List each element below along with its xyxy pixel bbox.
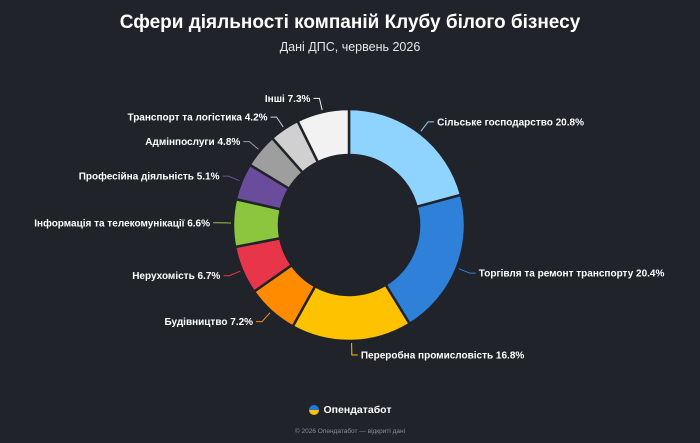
brand-name: Опендатабот [323,404,392,416]
slice-label-5: Інформація та телекомунікації 6.6% [34,217,210,229]
chart-subtitle: Дані ДПС, червень 2026 [279,40,421,54]
leader-line-9 [313,97,323,111]
chart-slices [231,107,467,343]
slice-label-9: Інші 7.3% [265,94,311,105]
chart-title: Сфери діяльності компаній Клубу білого б… [119,12,581,33]
leader-line-8 [270,116,284,128]
footer-brand: Опендатабот [0,404,700,416]
leader-line-7 [243,141,259,150]
chart-labels: Сільське господарство 20.8% Торгівля та р… [34,94,664,362]
leader-line-0 [420,121,435,132]
leader-line-6 [222,175,240,182]
slice-label-4: Нерухомість 6.7% [132,271,220,282]
chart-leader-lines [213,97,476,356]
slice-label-0: Сільське господарство 20.8% [437,117,584,128]
slice-label-2: Переробна промисловість 16.8% [361,349,525,361]
slice-label-7: Адмінпослуги 4.8% [145,137,240,148]
slice-label-6: Професійна діяльність 5.1% [79,171,220,183]
slice-label-1: Торгівля та ремонт транспорту 20.4% [479,269,665,280]
footer-copyright: © 2026 Опендатабот — відкриті дані [294,428,406,435]
slice-9 [295,107,351,164]
leader-line-3 [256,312,271,323]
ukraine-flag-icon [308,405,319,415]
leader-line-4 [223,270,241,277]
slice-label-8: Транспорт та логістика 4.2% [127,113,267,124]
leader-line-2 [351,342,358,356]
leader-line-1 [458,268,476,274]
slice-label-3: Будівництво 7.2% [164,317,253,328]
